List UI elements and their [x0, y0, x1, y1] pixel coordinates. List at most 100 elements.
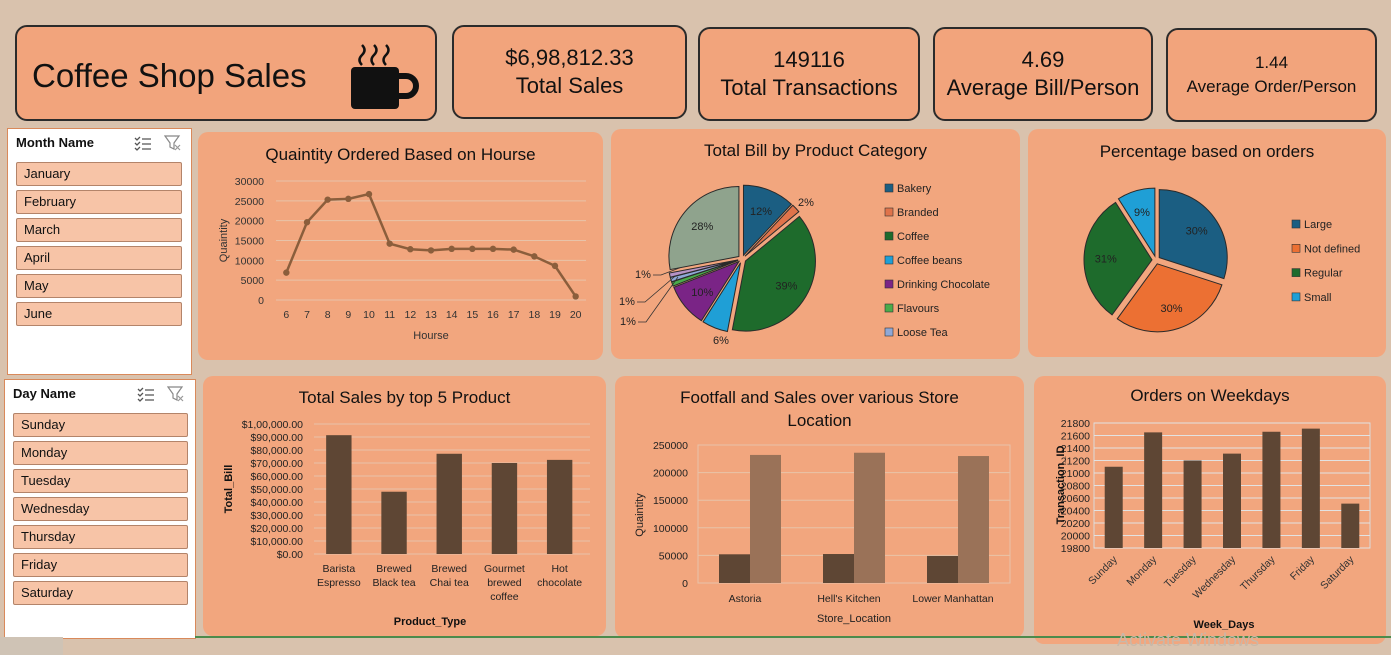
x-tick-label: Brewed: [431, 563, 467, 575]
y-tick-label: 20400: [1061, 506, 1090, 518]
slicer-item-wednesday[interactable]: Wednesday: [13, 497, 188, 521]
kpi-value: $6,98,812.33: [505, 45, 634, 70]
kpi-average-order: 1.44 Average Order/Person: [1166, 28, 1377, 122]
slicer-item-may[interactable]: May: [16, 274, 182, 298]
bar: [381, 491, 407, 554]
weekdays-chart-panel: Orders on Weekdays 19800 20000 20200 20400 2…: [1034, 376, 1386, 644]
y-tick-label: 100000: [653, 523, 688, 535]
x-tick-label: 13: [425, 309, 437, 321]
x-tick-label: 15: [466, 309, 478, 321]
y-tick-label: 21000: [1061, 468, 1090, 480]
x-tick-label: chocolate: [537, 577, 582, 589]
slicer-item-june[interactable]: June: [16, 302, 182, 326]
x-tick-label: Saturday: [1318, 553, 1357, 592]
hourly-chart-panel: Quaintity Ordered Based on Hourse 0 5000 1…: [198, 132, 603, 360]
x-tick-label: Tuesday: [1162, 553, 1199, 590]
bar: [1262, 431, 1281, 548]
legend-label: Coffee beans: [897, 255, 963, 267]
slicer-item-february[interactable]: February: [16, 190, 182, 214]
multi-select-icon[interactable]: [134, 135, 152, 151]
slicer-item-saturday[interactable]: Saturday: [13, 581, 188, 605]
sheet-strip: [0, 637, 63, 655]
y-axis-label: Total_Bill: [223, 465, 235, 514]
size-chart-panel: Percentage based on orders 30% 30% 31% 9% La…: [1028, 129, 1386, 357]
pie-slice: [1158, 189, 1228, 280]
legend-label: Bakery: [897, 183, 932, 195]
slicer-item-monday[interactable]: Monday: [13, 441, 188, 465]
bar: [750, 454, 781, 583]
y-tick-label: 21400: [1061, 443, 1090, 455]
bar: [719, 554, 750, 583]
category-pie-chart: 12% 2% 39% 6% 10% 1% 1% 1% 28% Bakery Branded Coffe…: [619, 183, 990, 347]
slicer-item-sunday[interactable]: Sunday: [13, 413, 188, 437]
bar: [958, 456, 989, 583]
legend-label: Loose Tea: [897, 327, 948, 339]
x-tick-label: coffee: [490, 591, 519, 603]
data-point: [551, 262, 559, 270]
slicer-item-friday[interactable]: Friday: [13, 553, 188, 577]
data-point: [510, 246, 517, 253]
slicer-item-tuesday[interactable]: Tuesday: [13, 469, 188, 493]
x-tick-label: 14: [446, 309, 458, 321]
slicer-item-april[interactable]: April: [16, 246, 182, 270]
chart-title: Orders on Weekdays: [1130, 386, 1290, 405]
legend-swatch: [1291, 244, 1301, 253]
slicer-item-thursday[interactable]: Thursday: [13, 525, 188, 549]
multi-select-icon[interactable]: [137, 386, 155, 402]
bar: [854, 452, 885, 583]
x-tick-label: Barista: [322, 563, 355, 575]
y-tick-label: 25000: [235, 196, 264, 208]
data-point: [365, 190, 373, 198]
data-point: [407, 246, 414, 253]
slicer-header: Day Name: [13, 386, 187, 408]
data-point: [386, 240, 393, 247]
pie-slice: [668, 185, 740, 271]
x-tick-label: 6: [283, 309, 289, 321]
slicer-item-january[interactable]: January: [16, 162, 182, 186]
slicer-header: Month Name: [16, 135, 183, 157]
legend-label: Small: [1304, 292, 1332, 304]
data-point: [469, 245, 476, 253]
data-point: [345, 195, 352, 203]
legend-label: Not defined: [1304, 243, 1360, 255]
y-tick-label: 20800: [1061, 481, 1090, 493]
dashboard-title-card: Coffee Shop Sales: [15, 25, 437, 121]
slicer-item-march[interactable]: March: [16, 218, 182, 242]
x-tick-label: 10: [363, 309, 375, 321]
y-tick-label: 5000: [241, 275, 265, 287]
y-tick-label: 20000: [235, 216, 264, 228]
x-tick-label: 12: [404, 309, 416, 321]
x-tick-label: Thursday: [1238, 553, 1278, 593]
x-tick-label: Espresso: [317, 577, 361, 589]
legend-label: Flavours: [897, 303, 940, 315]
leader-line: [653, 266, 683, 276]
data-point: [427, 247, 435, 254]
y-tick-label: $0.00: [277, 549, 303, 561]
y-tick-label: 250000: [653, 440, 688, 452]
weekdays-bar-chart: 1980020000202002040020600208002100021200…: [1055, 418, 1371, 631]
bar: [927, 555, 958, 583]
legend-label: Coffee: [897, 231, 929, 243]
x-tick-label: brewed: [487, 577, 522, 589]
divider: [195, 636, 1391, 638]
y-axis-label: Quaintity: [218, 218, 230, 262]
kpi-value: 4.69: [1021, 47, 1065, 72]
kpi-label: Average Bill/Person: [946, 75, 1140, 100]
data-point: [572, 293, 579, 300]
category-chart-panel: Total Bill by Product Category 12% 2% 39% 6…: [611, 129, 1020, 359]
legend-label: Large: [1304, 219, 1332, 231]
series-line: [285, 192, 577, 298]
bar: [1183, 460, 1202, 548]
y-tick-label: $70,000.00: [250, 458, 303, 470]
clear-filter-icon[interactable]: [167, 386, 185, 402]
y-tick-label: $60,000.00: [250, 471, 303, 483]
clear-filter-icon[interactable]: [164, 135, 182, 151]
x-axis-label: Product_Type: [394, 616, 467, 628]
legend-swatch: [884, 303, 894, 313]
x-axis-label: Hourse: [413, 330, 448, 342]
data-point: [448, 245, 455, 253]
legend-swatch: [1291, 268, 1301, 277]
x-tick-label: 19: [549, 309, 561, 321]
chart-title: Percentage based on orders: [1099, 142, 1315, 161]
slice-label: 2%: [798, 197, 814, 209]
